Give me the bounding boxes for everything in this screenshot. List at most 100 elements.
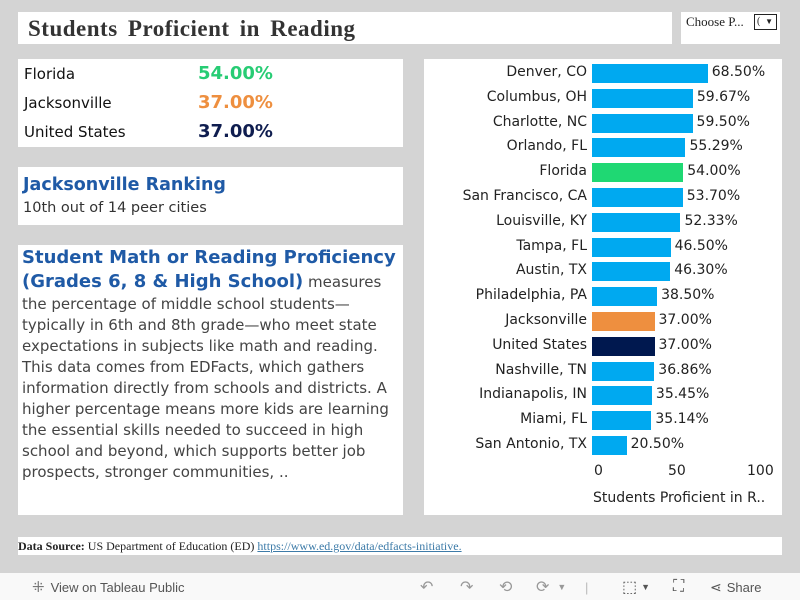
refresh-button[interactable]: ⟳ ▼ bbox=[536, 577, 566, 597]
source-panel: Data Source: US Department of Education … bbox=[18, 537, 782, 555]
bar-row[interactable]: Charlotte, NC 59.50% bbox=[424, 111, 782, 136]
tableau-logo-icon: ⁜ bbox=[32, 579, 45, 596]
fullscreen-button[interactable]: ⛶ bbox=[673, 577, 684, 597]
bar-row[interactable]: United States 37.00% bbox=[424, 334, 782, 359]
bar[interactable] bbox=[592, 436, 627, 455]
metric-value: 37.00% bbox=[198, 121, 273, 142]
bar[interactable] bbox=[592, 237, 671, 257]
bar[interactable] bbox=[592, 138, 686, 158]
bar-value: 68.50% bbox=[711, 64, 766, 80]
share-icon: ⋖ bbox=[710, 578, 722, 595]
bar[interactable] bbox=[592, 88, 693, 108]
filter-label: Choose P... bbox=[686, 14, 744, 29]
metric-row-jacksonville: Jacksonville 37.00% bbox=[24, 90, 394, 118]
bar-row[interactable]: Orlando, FL 55.29% bbox=[424, 135, 782, 160]
bar-value: 36.86% bbox=[658, 361, 712, 378]
undo-icon: ↶ bbox=[420, 579, 434, 596]
refresh-icon: ⟳ bbox=[536, 579, 550, 596]
bar-row[interactable]: Miami, FL 35.14% bbox=[424, 408, 782, 433]
bar-value: 55.29% bbox=[689, 138, 743, 155]
bar-chart: Denver, CO 68.50% Columbus, OH 59.67% Charlo… bbox=[424, 59, 782, 515]
ranking-panel: Jacksonville Ranking 10th out of 14 peer… bbox=[18, 167, 403, 225]
metric-row-florida: Florida 54.00% bbox=[24, 61, 394, 89]
title-panel: Students Proficient in Reading bbox=[18, 12, 672, 44]
bar-row[interactable]: Austin, TX 46.30% bbox=[424, 259, 782, 284]
x-tick: 100 bbox=[747, 463, 774, 479]
bar-label: San Francisco, CA bbox=[462, 188, 587, 204]
bar-value: 46.30% bbox=[674, 262, 728, 279]
bar-row[interactable]: Columbus, OH 59.67% bbox=[424, 86, 782, 111]
bar-row[interactable]: Louisville, KY 52.33% bbox=[424, 210, 782, 235]
chevron-down-icon: ▼ bbox=[765, 17, 773, 26]
refresh-dropdown-icon: ▼ bbox=[557, 582, 567, 592]
bar-row[interactable]: San Francisco, CA 53.70% bbox=[424, 185, 782, 210]
bar-value: 37.00% bbox=[658, 336, 712, 353]
share-button[interactable]: ⋖ Share bbox=[710, 577, 761, 597]
bar-label: Charlotte, NC bbox=[492, 113, 587, 130]
bar-row[interactable]: Nashville, TN 36.86% bbox=[424, 359, 782, 384]
source-org: US Department of Education (ED) bbox=[84, 539, 258, 553]
bar-row[interactable]: Denver, CO 68.50% bbox=[424, 61, 782, 86]
redo-icon: ↷ bbox=[460, 579, 474, 596]
tableau-toolbar: ⁜ View on Tableau Public ↶ ↷ ⟲ ⟳ ▼ | ⬚ ▼ ⛶… bbox=[0, 573, 800, 600]
ranking-heading: Jacksonville Ranking bbox=[23, 175, 226, 195]
view-on-tableau-label: View on Tableau Public bbox=[50, 579, 185, 595]
bar-value: 53.70% bbox=[686, 188, 741, 204]
bar[interactable] bbox=[592, 287, 658, 307]
bar[interactable] bbox=[592, 411, 652, 431]
filter-value: ( bbox=[757, 16, 761, 27]
revert-button[interactable]: ⟲ bbox=[499, 577, 512, 597]
bar[interactable] bbox=[592, 336, 655, 356]
download-dropdown-icon: ▼ bbox=[641, 582, 651, 592]
bar-label: Columbus, OH bbox=[486, 88, 587, 105]
bar-value: 59.67% bbox=[696, 88, 751, 105]
share-label: Share bbox=[726, 579, 762, 595]
bar-value: 37.00% bbox=[658, 312, 712, 328]
bar-label: Jacksonville bbox=[505, 312, 587, 328]
bar[interactable] bbox=[592, 262, 671, 282]
bar-value: 35.45% bbox=[655, 386, 710, 403]
redo-button[interactable]: ↷ bbox=[460, 577, 473, 597]
bar-label: Orlando, FL bbox=[506, 138, 587, 155]
bar[interactable] bbox=[592, 361, 655, 381]
source-link[interactable]: https://www.ed.gov/data/edfacts-initiati… bbox=[257, 539, 462, 553]
description-panel: Student Math or Reading Proficiency (Gra… bbox=[18, 245, 403, 515]
bar-value: 52.33% bbox=[684, 212, 738, 229]
view-on-tableau-button[interactable]: ⁜ View on Tableau Public bbox=[32, 577, 185, 597]
bar[interactable] bbox=[592, 212, 681, 232]
bar-label: Philadelphia, PA bbox=[475, 287, 587, 304]
metric-value: 54.00% bbox=[198, 63, 273, 84]
metric-name: United States bbox=[24, 123, 126, 141]
undo-button[interactable]: ↶ bbox=[420, 577, 433, 597]
revert-icon: ⟲ bbox=[499, 579, 513, 596]
description-heading: Student Math or Reading Proficiency (Gra… bbox=[22, 247, 396, 292]
bar-row[interactable]: Indianapolis, IN 35.45% bbox=[424, 383, 782, 408]
metric-name: Florida bbox=[24, 65, 76, 83]
bar-row[interactable]: Philadelphia, PA 38.50% bbox=[424, 284, 782, 309]
toolbar-divider: | bbox=[585, 579, 589, 595]
description-text: Student Math or Reading Proficiency (Gra… bbox=[22, 246, 400, 483]
bar-value: 46.50% bbox=[674, 237, 728, 254]
bar-value: 20.50% bbox=[630, 436, 685, 452]
x-tick: 0 bbox=[594, 463, 603, 479]
bar-value: 59.50% bbox=[696, 113, 750, 130]
download-icon: ⬚ bbox=[622, 579, 638, 596]
bar[interactable] bbox=[592, 188, 683, 207]
x-axis-title: Students Proficient in R.. bbox=[593, 490, 766, 506]
filter-dropdown[interactable]: ( ▼ bbox=[754, 14, 777, 30]
bar[interactable] bbox=[592, 312, 655, 331]
bar-label: Austin, TX bbox=[515, 262, 587, 279]
bar-row[interactable]: Florida 54.00% bbox=[424, 160, 782, 185]
bar-row[interactable]: Jacksonville 37.00% bbox=[424, 309, 782, 334]
bar[interactable] bbox=[592, 64, 708, 83]
bar-label: Indianapolis, IN bbox=[479, 386, 587, 403]
bar[interactable] bbox=[592, 163, 684, 183]
source-label: Data Source: bbox=[18, 539, 85, 553]
bar-row[interactable]: San Antonio, TX 20.50% bbox=[424, 433, 782, 458]
bar[interactable] bbox=[592, 386, 652, 406]
bar-row[interactable]: Tampa, FL 46.50% bbox=[424, 235, 782, 260]
bar-label: United States bbox=[492, 336, 587, 353]
download-button[interactable]: ⬚ ▼ bbox=[622, 577, 650, 597]
bar-label: San Antonio, TX bbox=[475, 436, 587, 452]
bar[interactable] bbox=[592, 113, 693, 133]
